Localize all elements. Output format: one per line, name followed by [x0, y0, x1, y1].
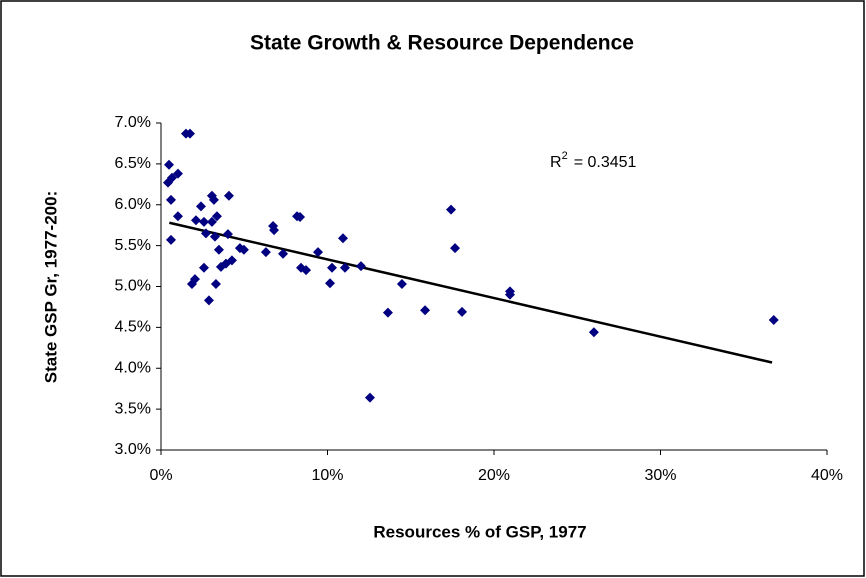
- point: [211, 211, 222, 222]
- x-tick-label: 0%: [149, 467, 172, 484]
- x-axis-title: Resources % of GSP, 1977: [373, 522, 586, 541]
- point: [364, 392, 375, 403]
- point: [163, 159, 174, 170]
- y-tick-label: 7.0%: [115, 114, 151, 131]
- trendline: [169, 221, 773, 364]
- y-tick-label: 6.5%: [115, 155, 151, 172]
- point: [195, 201, 206, 212]
- y-tick-label: 4.0%: [115, 359, 151, 376]
- r-squared: R2 = 0.3451: [550, 150, 637, 171]
- point: [165, 234, 176, 245]
- point: [166, 172, 177, 183]
- point: [172, 211, 183, 222]
- point: [172, 168, 183, 179]
- point: [238, 244, 249, 255]
- point: [450, 243, 461, 254]
- y-tick-label: 5.5%: [115, 237, 151, 254]
- point: [396, 279, 407, 290]
- point: [457, 306, 468, 317]
- point: [420, 305, 431, 316]
- x-tick-label: 30%: [644, 467, 676, 484]
- point: [337, 233, 348, 244]
- y-axis-title: State GSP Gr, 1977-200:: [41, 191, 60, 383]
- point: [165, 194, 176, 205]
- point: [588, 327, 599, 338]
- r-sup: 2: [562, 150, 568, 162]
- r-value: = 0.3451: [574, 154, 637, 171]
- point: [206, 216, 217, 227]
- r-base: R: [550, 154, 562, 171]
- point: [446, 204, 457, 215]
- point: [355, 261, 366, 272]
- x-tick-label: 20%: [478, 467, 510, 484]
- point: [189, 274, 200, 285]
- point: [226, 255, 237, 266]
- point: [301, 265, 312, 276]
- point: [326, 262, 337, 273]
- y-tick-label: 6.0%: [115, 196, 151, 213]
- point: [295, 212, 306, 223]
- point: [768, 315, 779, 326]
- chart-title: State Growth & Resource Dependence: [250, 32, 634, 55]
- point: [223, 190, 234, 201]
- point: [313, 247, 324, 258]
- point: [222, 229, 233, 240]
- point: [339, 262, 350, 273]
- point: [190, 215, 201, 226]
- point: [278, 248, 289, 259]
- point: [210, 279, 221, 290]
- point: [198, 216, 209, 227]
- x-tick-label: 40%: [811, 467, 843, 484]
- y-tick-label: 3.0%: [115, 441, 151, 458]
- y-tick-label: 3.5%: [115, 400, 151, 417]
- x-tick-label: 10%: [311, 467, 343, 484]
- y-tick-label: 5.0%: [115, 278, 151, 295]
- point: [208, 194, 219, 205]
- point: [198, 262, 209, 273]
- point: [382, 307, 393, 318]
- point: [213, 244, 224, 255]
- y-tick-label: 4.5%: [115, 319, 151, 336]
- point: [324, 278, 335, 289]
- point: [260, 247, 271, 258]
- point: [184, 128, 195, 139]
- point: [203, 295, 214, 306]
- point: [269, 225, 280, 236]
- point: [504, 289, 515, 300]
- point: [209, 231, 220, 242]
- point: [200, 228, 211, 239]
